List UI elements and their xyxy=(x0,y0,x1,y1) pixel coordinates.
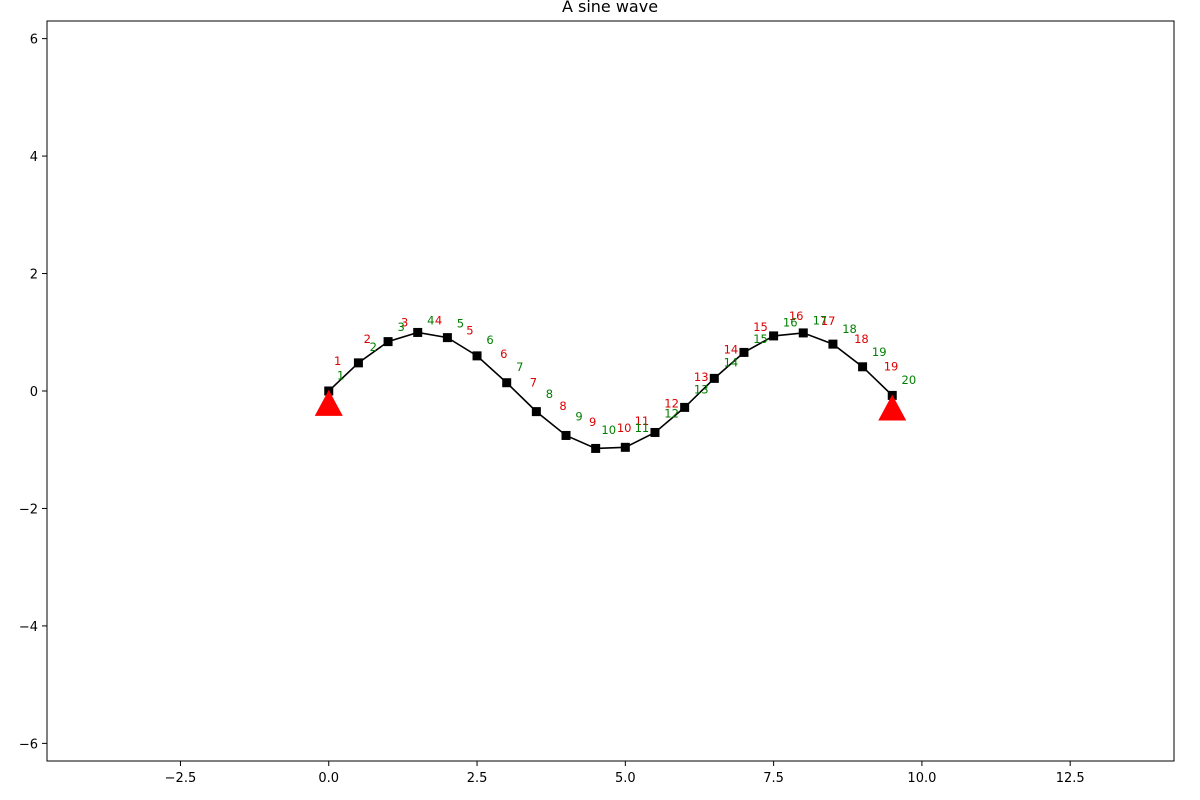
red-point-label: 9 xyxy=(589,415,596,429)
data-point-marker xyxy=(769,331,779,341)
data-point-marker xyxy=(561,430,571,440)
data-point-marker xyxy=(531,407,541,417)
red-point-label: 4 xyxy=(435,314,442,328)
data-point-marker xyxy=(709,373,719,383)
green-segment-label: 8 xyxy=(546,387,553,401)
x-tick-label: 0.0 xyxy=(318,771,339,786)
green-segment-label: 16 xyxy=(783,315,798,329)
red-point-label: 13 xyxy=(694,370,709,384)
red-point-label: 7 xyxy=(530,375,537,389)
data-point-marker xyxy=(858,362,868,372)
red-point-label: 19 xyxy=(884,359,899,373)
green-segment-label: 20 xyxy=(902,373,917,387)
y-tick-label: −4 xyxy=(19,620,38,635)
x-tick-label: 10.0 xyxy=(907,771,936,786)
red-point-label: 18 xyxy=(854,332,869,346)
y-tick-label: 2 xyxy=(30,268,38,283)
sine-line xyxy=(328,331,893,450)
red-point-label: 3 xyxy=(401,315,408,329)
red-point-label: 5 xyxy=(466,324,473,338)
green-segment-label: 5 xyxy=(457,317,464,331)
data-point-marker xyxy=(413,327,423,337)
data-point-marker xyxy=(591,443,601,453)
red-point-label: 16 xyxy=(789,309,804,323)
green-segment-label: 19 xyxy=(872,345,887,359)
data-point-marker xyxy=(502,378,512,388)
green-segment-label: 11 xyxy=(635,421,650,435)
y-axis: −6 −4 −2 0 2 4 6 xyxy=(19,33,47,752)
green-segment-label: 9 xyxy=(575,409,582,423)
data-point-marker xyxy=(798,328,808,338)
red-point-label: 17 xyxy=(821,314,836,328)
green-segment-label: 4 xyxy=(427,314,434,328)
x-tick-label: 5.0 xyxy=(615,771,636,786)
red-point-label: 14 xyxy=(724,342,739,356)
x-tick-label: 2.5 xyxy=(467,771,488,786)
green-segment-label: 15 xyxy=(753,332,768,346)
supports-layer xyxy=(314,389,907,421)
green-segment-label: 1 xyxy=(337,368,344,382)
data-point-marker xyxy=(472,351,482,361)
data-point-marker xyxy=(442,333,452,343)
green-segment-label: 6 xyxy=(486,333,493,347)
data-point-marker xyxy=(739,347,749,357)
x-tick-label: −2.5 xyxy=(165,771,197,786)
data-point-marker xyxy=(828,339,838,349)
red-point-label: 8 xyxy=(559,399,566,413)
y-tick-label: 0 xyxy=(30,385,38,400)
green-segment-label: 10 xyxy=(601,423,616,437)
green-segment-label: 3 xyxy=(397,320,404,334)
green-segment-label: 13 xyxy=(694,382,709,396)
x-axis: −2.5 0.0 2.5 5.0 7.5 10.0 12.5 xyxy=(165,761,1085,786)
green-segment-label: 12 xyxy=(664,406,679,420)
red-point-label: 15 xyxy=(753,320,768,334)
chart-title: A sine wave xyxy=(562,0,658,16)
data-point-marker xyxy=(383,337,393,347)
green-segment-label: 14 xyxy=(724,355,739,369)
y-tick-label: −6 xyxy=(19,737,38,752)
red-point-label: 12 xyxy=(664,396,679,410)
data-point-marker xyxy=(650,427,660,437)
data-point-marker xyxy=(620,442,630,452)
red-point-label: 6 xyxy=(500,347,507,361)
support-triangle xyxy=(878,394,907,421)
data-point-marker xyxy=(353,358,363,368)
x-tick-label: 7.5 xyxy=(763,771,784,786)
green-segment-label: 2 xyxy=(370,340,377,354)
red-point-label: 10 xyxy=(617,421,632,435)
x-tick-label: 12.5 xyxy=(1056,771,1085,786)
y-tick-label: 4 xyxy=(30,150,38,165)
red-point-label: 2 xyxy=(364,332,371,346)
support-triangle xyxy=(314,389,343,416)
red-point-label: 11 xyxy=(635,414,650,428)
y-tick-label: −2 xyxy=(19,502,38,517)
green-segment-label: 17 xyxy=(813,314,828,328)
green-segment-label: 7 xyxy=(516,360,523,374)
data-point-marker xyxy=(680,402,690,412)
y-tick-label: 6 xyxy=(30,33,38,48)
green-segment-label: 18 xyxy=(842,322,857,336)
red-point-label: 1 xyxy=(334,354,341,368)
